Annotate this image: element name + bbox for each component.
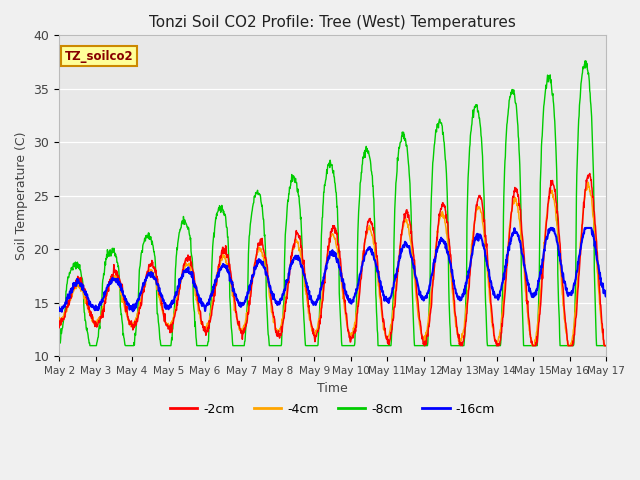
X-axis label: Time: Time (317, 382, 348, 395)
Title: Tonzi Soil CO2 Profile: Tree (West) Temperatures: Tonzi Soil CO2 Profile: Tree (West) Temp… (149, 15, 516, 30)
Text: TZ_soilco2: TZ_soilco2 (65, 50, 133, 63)
Legend: -2cm, -4cm, -8cm, -16cm: -2cm, -4cm, -8cm, -16cm (165, 398, 500, 420)
Y-axis label: Soil Temperature (C): Soil Temperature (C) (15, 132, 28, 260)
